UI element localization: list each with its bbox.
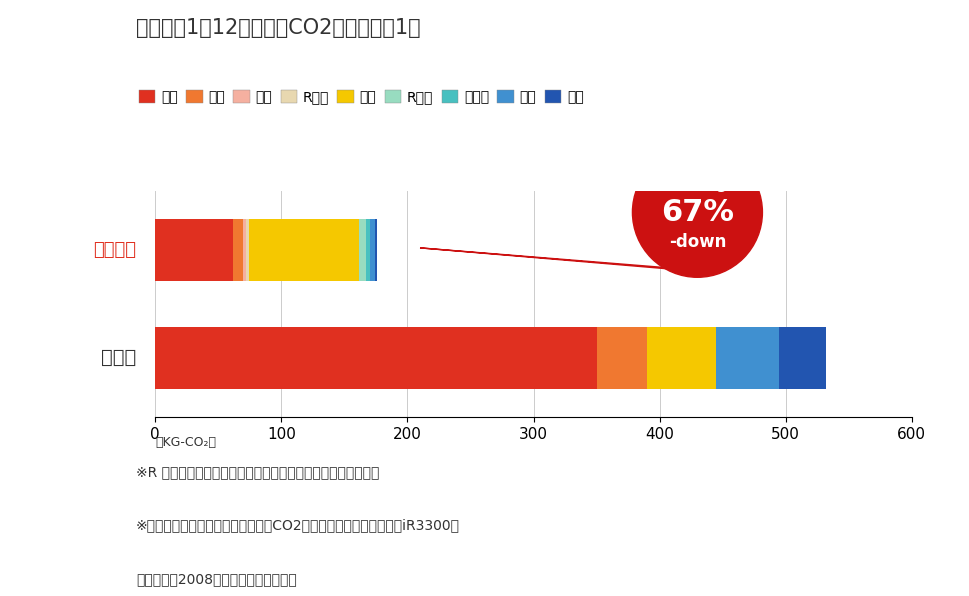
Bar [369,219,374,281]
Text: ※素材、製造、配送、使用、廃棄のCO2排出量は、同形式の複写機iR3300の: ※素材、製造、配送、使用、廃棄のCO2排出量は、同形式の複写機iR3300の [136,519,459,532]
Text: 公開値（2008）を使用しています。: 公開値（2008）を使用しています。 [136,572,297,586]
Bar [646,327,715,389]
Ellipse shape [632,147,762,277]
Text: 買取り: 買取り [101,349,136,367]
Text: 67%: 67% [660,198,734,227]
Text: ※R 配送＝レンタルによる納品もしくは、引き取りによる配送: ※R 配送＝レンタルによる納品もしくは、引き取りによる配送 [136,465,379,479]
Bar [365,219,369,281]
Bar [374,219,377,281]
Bar [234,219,243,281]
Text: -356kg: -356kg [667,178,727,193]
Text: コピー機1台12ヶ月分のCO2排出量（囱1）: コピー機1台12ヶ月分のCO2排出量（囱1） [136,18,420,38]
Bar [243,219,246,281]
Text: （KG-CO₂）: （KG-CO₂） [155,436,216,449]
Bar [359,219,365,281]
Legend: 素材, 製造, 配送, R配送, 使用, R配送, メンテ, 配送, 廃棄: 素材, 製造, 配送, R配送, 使用, R配送, メンテ, 配送, 廃棄 [133,85,588,110]
Polygon shape [420,248,690,271]
Text: -down: -down [668,232,726,250]
Text: レンタル: レンタル [93,241,136,259]
Bar [715,327,779,389]
Bar [155,219,234,281]
Bar [596,327,646,389]
Bar [246,219,248,281]
Bar [779,327,826,389]
Bar [155,327,596,389]
Bar [248,219,359,281]
